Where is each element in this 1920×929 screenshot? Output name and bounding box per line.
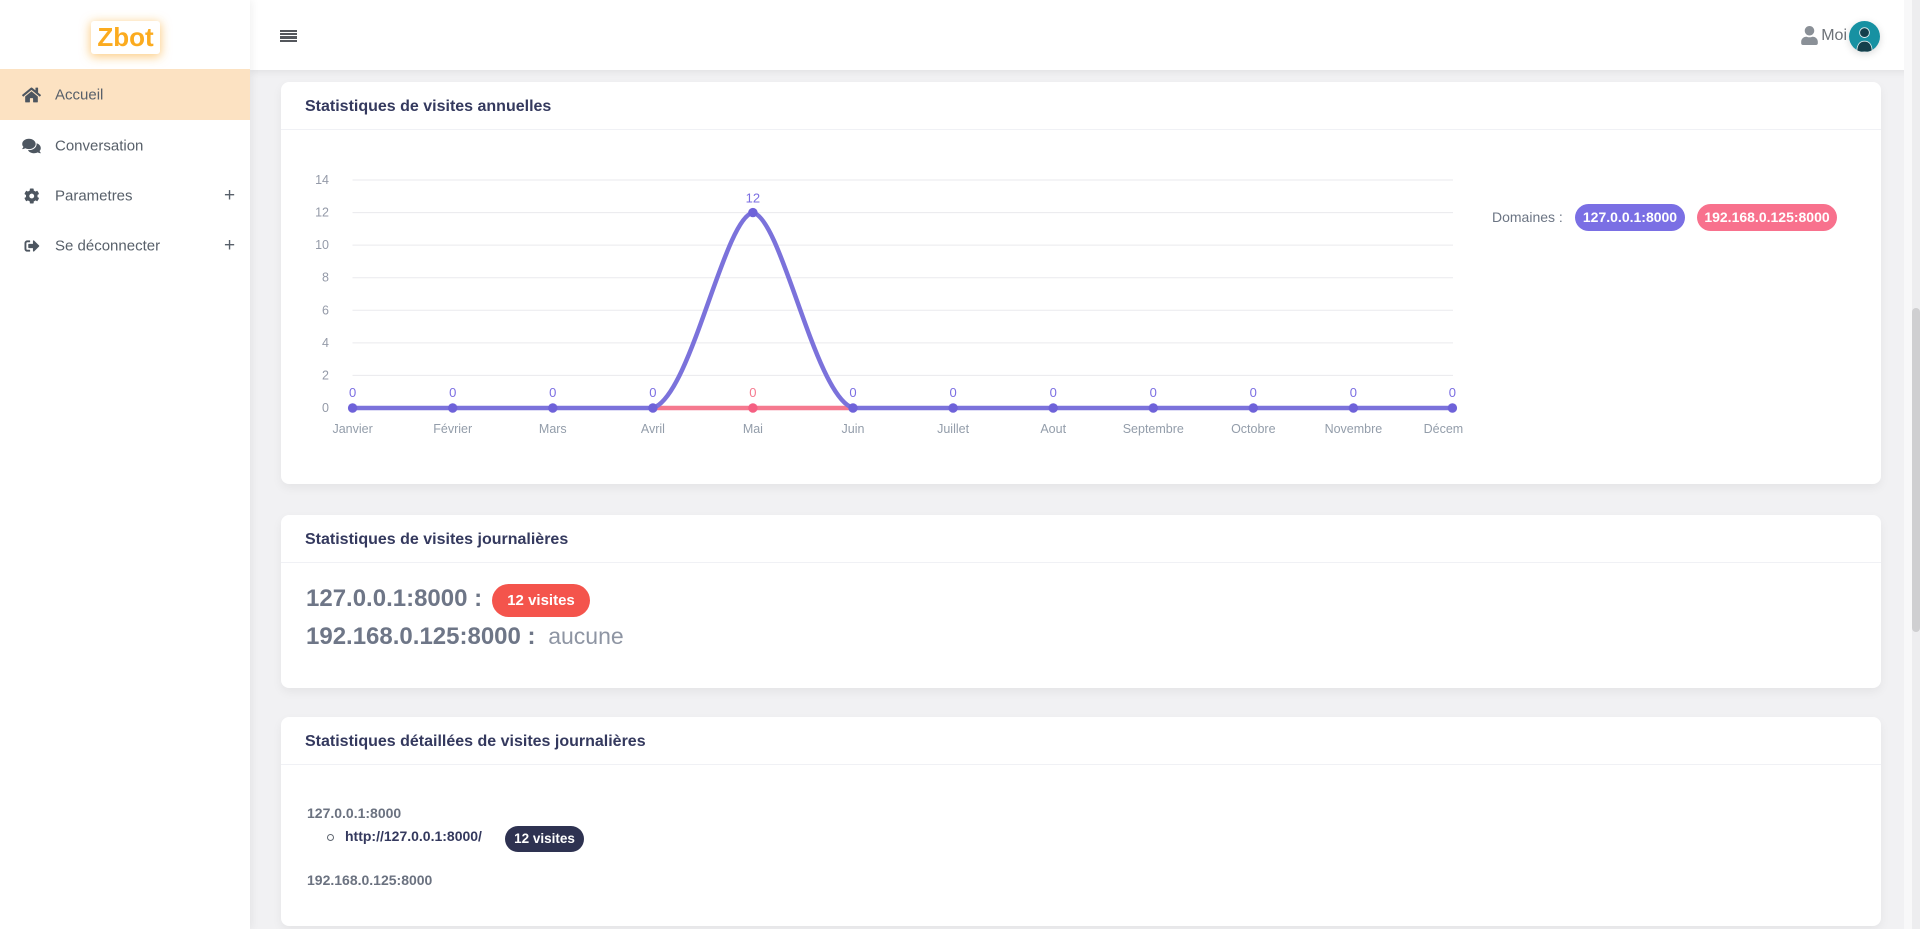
svg-text:0: 0 (1350, 385, 1357, 400)
svg-text:Juin: Juin (842, 422, 865, 436)
svg-text:0: 0 (549, 385, 556, 400)
svg-text:0: 0 (849, 385, 856, 400)
svg-text:Janvier: Janvier (332, 422, 372, 436)
svg-text:Avril: Avril (641, 422, 665, 436)
svg-text:0: 0 (1449, 385, 1456, 400)
svg-text:Septembre: Septembre (1123, 422, 1184, 436)
svg-text:Mai: Mai (743, 422, 763, 436)
svg-text:0: 0 (349, 385, 356, 400)
svg-text:0: 0 (449, 385, 456, 400)
svg-text:Décem: Décem (1424, 422, 1464, 436)
svg-text:2: 2 (322, 368, 329, 382)
svg-text:0: 0 (1050, 385, 1057, 400)
svg-text:8: 8 (322, 271, 329, 285)
svg-text:0: 0 (1250, 385, 1257, 400)
svg-text:12: 12 (315, 206, 329, 220)
svg-text:Novembre: Novembre (1325, 422, 1383, 436)
svg-text:0: 0 (749, 385, 756, 400)
svg-text:Octobre: Octobre (1231, 422, 1276, 436)
svg-text:6: 6 (322, 303, 329, 317)
svg-text:0: 0 (1150, 385, 1157, 400)
svg-text:0: 0 (322, 401, 329, 415)
svg-text:0: 0 (949, 385, 956, 400)
svg-text:Mars: Mars (539, 422, 567, 436)
svg-text:12: 12 (746, 191, 760, 206)
svg-text:4: 4 (322, 336, 329, 350)
svg-text:0: 0 (649, 385, 656, 400)
svg-text:Aout: Aout (1040, 422, 1066, 436)
svg-text:14: 14 (315, 173, 329, 187)
svg-text:10: 10 (315, 238, 329, 252)
svg-text:Février: Février (433, 422, 472, 436)
svg-text:Juillet: Juillet (937, 422, 969, 436)
